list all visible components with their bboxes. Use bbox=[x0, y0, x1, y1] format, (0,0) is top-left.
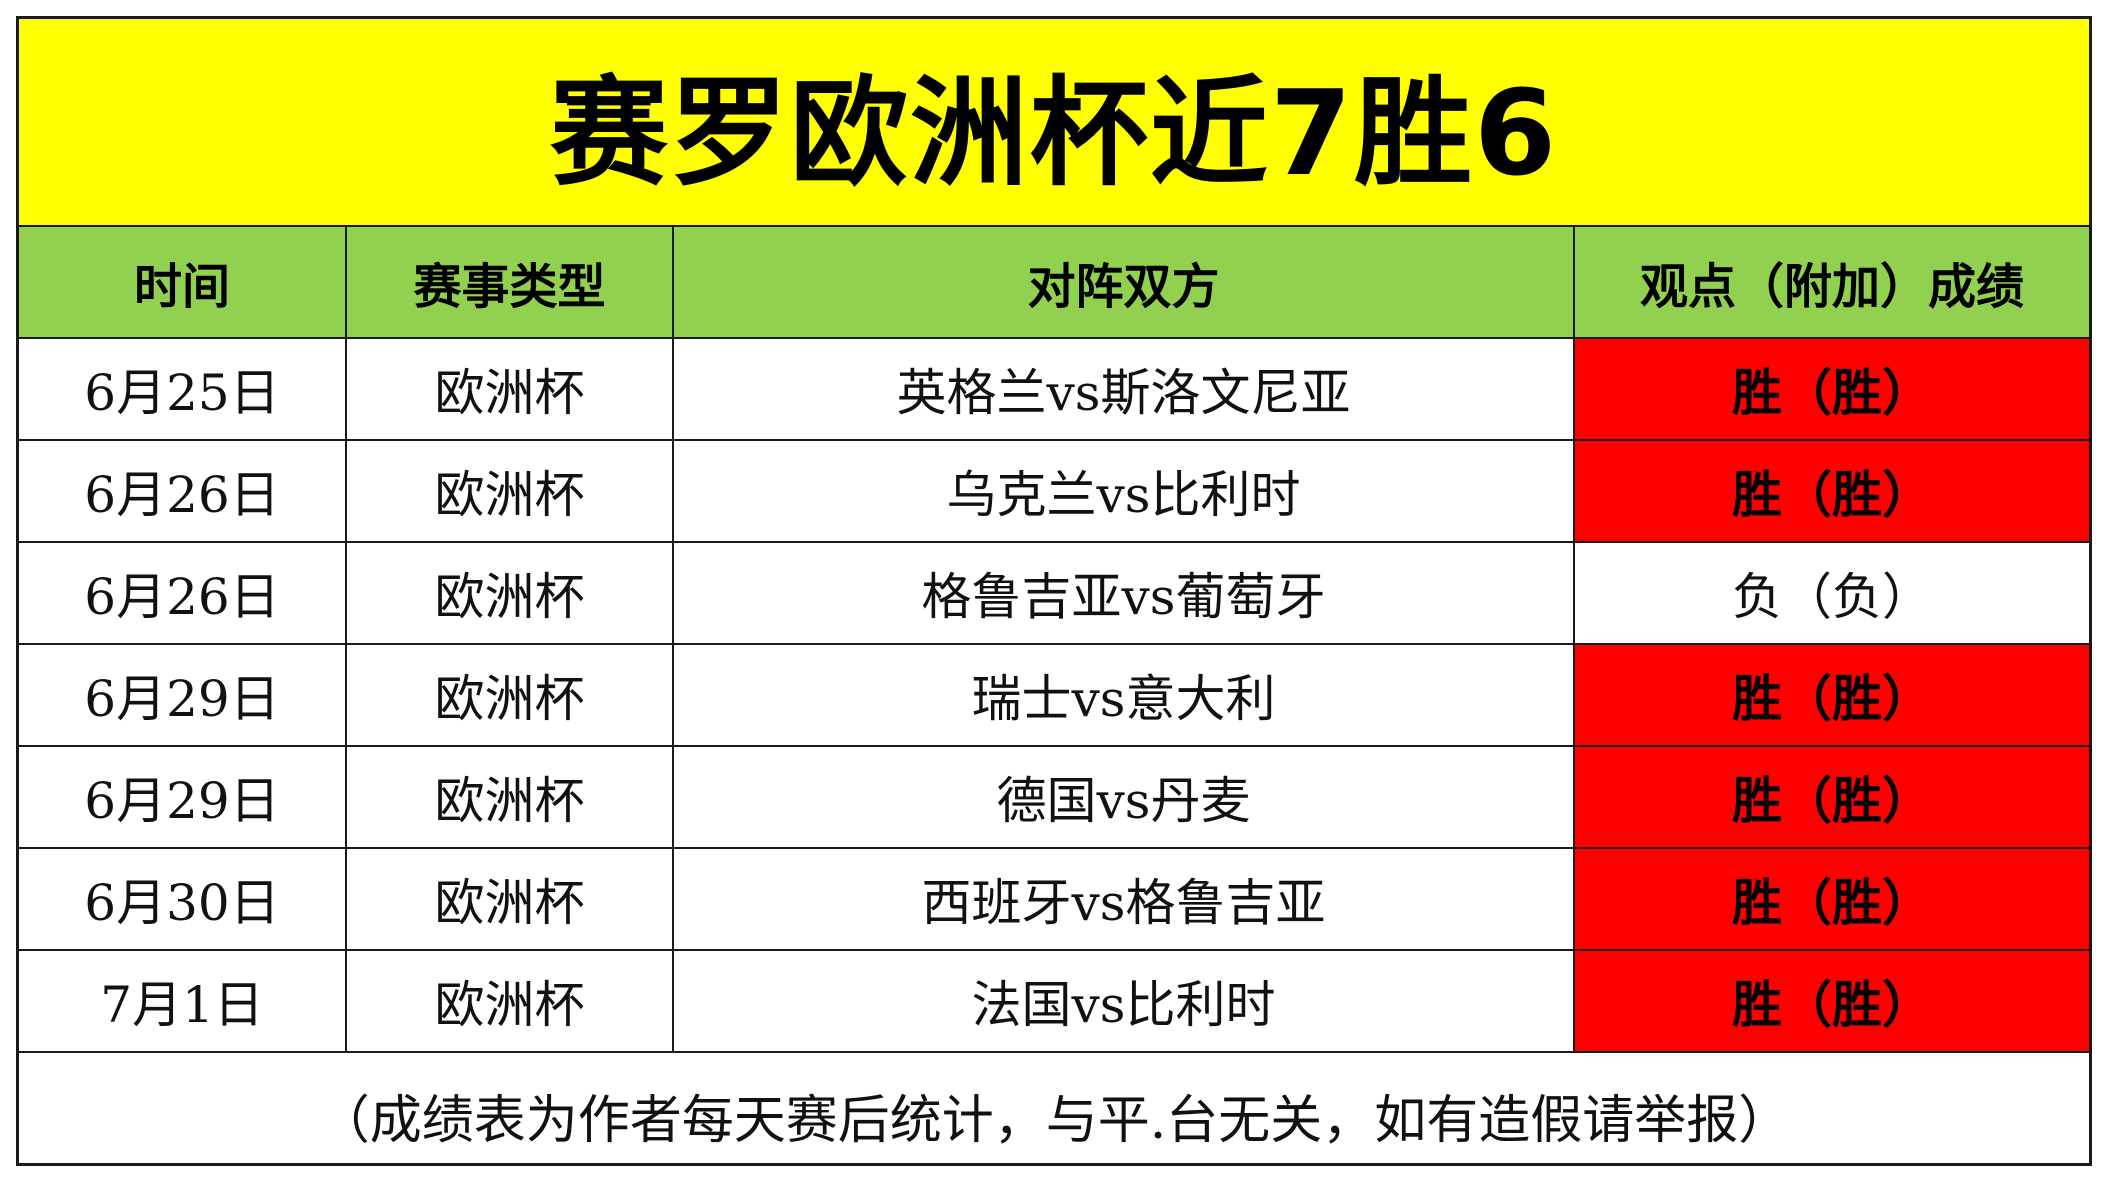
cell-match: 格鲁吉亚vs葡萄牙 bbox=[673, 542, 1575, 645]
cell-type: 欧洲杯 bbox=[346, 848, 674, 951]
page-title: 赛罗欧洲杯近7胜6 bbox=[19, 19, 2089, 227]
column-header-result: 观点（附加）成绩 bbox=[1574, 227, 2089, 339]
cell-type: 欧洲杯 bbox=[346, 440, 674, 543]
cell-type: 欧洲杯 bbox=[346, 338, 674, 441]
results-board: 赛罗欧洲杯近7胜6 时间 赛事类型 对阵双方 观点（附加）成绩 6月25日 欧洲… bbox=[16, 16, 2092, 1166]
cell-match: 德国vs丹麦 bbox=[673, 746, 1575, 849]
column-header-date: 时间 bbox=[19, 227, 347, 339]
cell-date: 6月26日 bbox=[19, 542, 347, 645]
cell-type: 欧洲杯 bbox=[346, 746, 674, 849]
cell-match: 法国vs比利时 bbox=[673, 950, 1575, 1053]
cell-type: 欧洲杯 bbox=[346, 542, 674, 645]
cell-date: 6月29日 bbox=[19, 746, 347, 849]
column-header-match: 对阵双方 bbox=[673, 227, 1575, 339]
footer-note: （成绩表为作者每天赛后统计，与平.台无关，如有造假请举报） bbox=[317, 1091, 1791, 1151]
table-row: 6月26日 欧洲杯 乌克兰vs比利时 胜（胜） bbox=[19, 440, 2089, 543]
cell-match: 瑞士vs意大利 bbox=[673, 644, 1575, 747]
cell-result: 胜（胜） bbox=[1574, 338, 2089, 441]
table-row: 6月26日 欧洲杯 格鲁吉亚vs葡萄牙 负（负） bbox=[19, 542, 2089, 645]
cell-date: 6月30日 bbox=[19, 848, 347, 951]
table-row: 6月29日 欧洲杯 瑞士vs意大利 胜（胜） bbox=[19, 644, 2089, 747]
cell-match: 乌克兰vs比利时 bbox=[673, 440, 1575, 543]
cell-match: 英格兰vs斯洛文尼亚 bbox=[673, 338, 1575, 441]
cell-type: 欧洲杯 bbox=[346, 644, 674, 747]
cell-result: 胜（胜） bbox=[1574, 440, 2089, 543]
cell-date: 6月26日 bbox=[19, 440, 347, 543]
cell-date: 7月1日 bbox=[19, 950, 347, 1053]
cell-match: 西班牙vs格鲁吉亚 bbox=[673, 848, 1575, 951]
table-row: 6月29日 欧洲杯 德国vs丹麦 胜（胜） bbox=[19, 746, 2089, 849]
cell-result: 胜（胜） bbox=[1574, 644, 2089, 747]
cell-date: 6月25日 bbox=[19, 338, 347, 441]
table-row: 6月25日 欧洲杯 英格兰vs斯洛文尼亚 胜（胜） bbox=[19, 338, 2089, 441]
table-row: 7月1日 欧洲杯 法国vs比利时 胜（胜） bbox=[19, 950, 2089, 1053]
column-header-type: 赛事类型 bbox=[346, 227, 674, 339]
header-row: 时间 赛事类型 对阵双方 观点（附加）成绩 bbox=[19, 227, 2089, 339]
results-table: 时间 赛事类型 对阵双方 观点（附加）成绩 6月25日 欧洲杯 英格兰vs斯洛文… bbox=[19, 227, 2089, 1053]
cell-result: 胜（胜） bbox=[1574, 746, 2089, 849]
table-row: 6月30日 欧洲杯 西班牙vs格鲁吉亚 胜（胜） bbox=[19, 848, 2089, 951]
cell-result: 胜（胜） bbox=[1574, 950, 2089, 1053]
cell-result: 负（负） bbox=[1574, 542, 2089, 645]
cell-type: 欧洲杯 bbox=[346, 950, 674, 1053]
cell-result: 胜（胜） bbox=[1574, 848, 2089, 951]
cell-date: 6月29日 bbox=[19, 644, 347, 747]
